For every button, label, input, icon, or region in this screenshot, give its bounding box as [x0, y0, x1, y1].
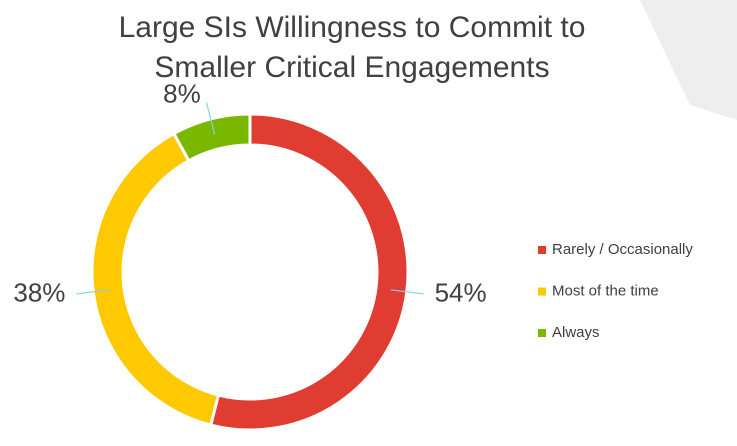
legend-label: Most of the time	[552, 282, 659, 299]
legend-marker	[538, 246, 546, 254]
legend-marker	[538, 287, 546, 296]
donut-segment	[208, 112, 410, 432]
legend-marker	[538, 329, 546, 337]
leader-line	[76, 289, 110, 295]
leader-line	[390, 289, 424, 295]
data-label: 54%	[435, 278, 487, 308]
chart-title: Large SIs Willingness to Commit to Small…	[118, 11, 586, 84]
leader-line	[205, 102, 216, 135]
donut-segment	[90, 131, 221, 427]
legend-label: Always	[552, 324, 600, 341]
donut-segment	[171, 112, 252, 163]
background-decoration	[640, 0, 737, 120]
data-label: 8%	[163, 79, 201, 109]
legend-label: Rarely / Occasionally	[552, 241, 693, 258]
data-label: 38%	[13, 278, 65, 308]
